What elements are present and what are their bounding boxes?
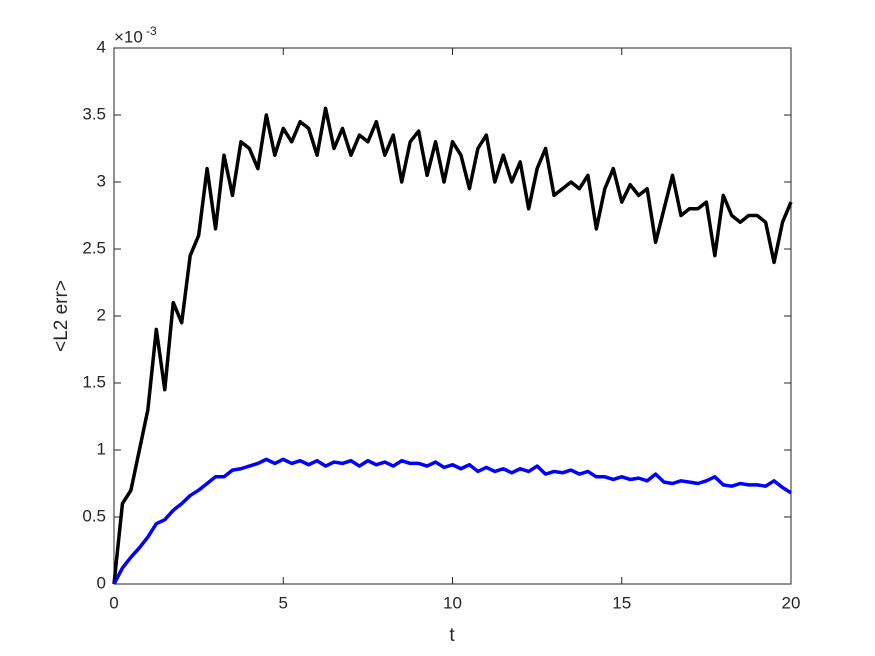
x-axis-label: t (449, 625, 455, 646)
y-exponent-base: ×10 (114, 27, 143, 46)
x-tick-label: 0 (109, 593, 118, 612)
x-tick-label: 10 (443, 593, 462, 612)
y-tick-label: 3.5 (82, 104, 106, 123)
plot-area (113, 47, 792, 585)
y-axis-label: <L2 err> (51, 280, 72, 352)
x-tick-label: 15 (612, 593, 631, 612)
y-tick-label: 1.5 (82, 372, 106, 391)
y-exponent-power: -3 (146, 24, 157, 38)
y-tick-label: 4 (97, 37, 106, 56)
x-tick-label: 20 (782, 593, 801, 612)
series-line (112, 457, 792, 585)
y-tick-label: 3 (97, 171, 106, 190)
y-tick-label: 1 (97, 439, 106, 458)
x-tick-label: 5 (279, 593, 288, 612)
y-tick-label: 2.5 (82, 238, 106, 257)
y-tick-label: 0 (97, 573, 106, 592)
series-line (112, 106, 793, 585)
y-tick-label: 2 (97, 305, 106, 324)
y-tick-label: 0.5 (82, 506, 106, 525)
